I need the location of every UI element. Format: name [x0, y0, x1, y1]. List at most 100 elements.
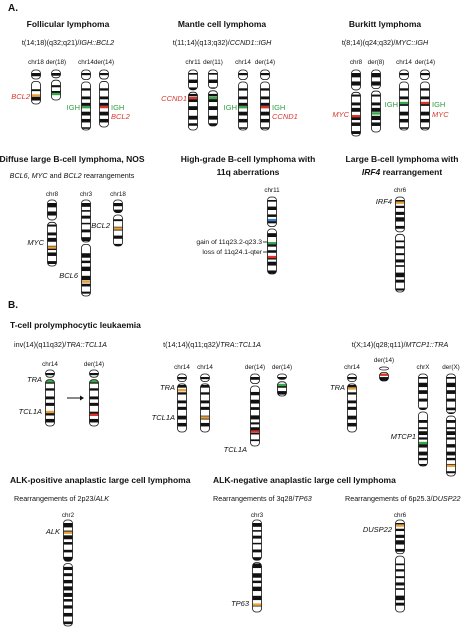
chromosome-outline	[277, 381, 287, 397]
text: ,	[28, 171, 32, 180]
band	[351, 94, 361, 97]
locus	[395, 201, 405, 204]
gene-label: CCND1	[272, 112, 298, 121]
band	[446, 382, 456, 388]
band	[371, 122, 381, 126]
chromosome-outline	[446, 415, 456, 477]
band	[63, 579, 73, 584]
bands	[260, 73, 270, 129]
band	[238, 127, 248, 129]
chromosome-outline	[395, 196, 405, 233]
band	[47, 203, 57, 208]
gene-label: TP63	[231, 599, 250, 608]
locus	[89, 380, 99, 383]
chromosome-outline	[208, 90, 218, 127]
band	[399, 88, 409, 91]
gene: ALK	[95, 494, 111, 503]
band	[45, 388, 55, 391]
band	[379, 377, 389, 381]
locus	[31, 94, 41, 97]
band	[347, 384, 357, 388]
locus	[238, 106, 248, 109]
band	[51, 73, 61, 76]
band	[399, 102, 409, 106]
band	[395, 259, 405, 263]
bands	[99, 73, 109, 123]
band	[267, 250, 277, 253]
band	[252, 557, 262, 562]
band	[188, 106, 198, 111]
chromosome-label: chr14	[197, 364, 213, 371]
band	[260, 118, 270, 123]
translocation: t(11;14)(q13;q32)/	[173, 38, 230, 47]
chromosome-outline	[63, 563, 73, 627]
band	[418, 427, 428, 430]
band	[371, 94, 381, 97]
band	[99, 96, 109, 100]
locus	[267, 242, 277, 245]
bands	[418, 377, 428, 466]
band	[267, 270, 277, 274]
chromosome-outline	[200, 373, 210, 382]
band	[250, 415, 260, 420]
panel-title: Large B-cell lymphoma with	[346, 154, 459, 164]
gene: TP63	[295, 494, 312, 503]
bands	[81, 73, 91, 129]
band	[395, 225, 405, 229]
locus	[418, 441, 428, 445]
band	[418, 437, 428, 440]
panel-title: Follicular lymphoma	[27, 19, 110, 29]
locus	[252, 603, 262, 606]
gene-label: MTCP1	[391, 432, 416, 441]
band	[250, 391, 260, 396]
chromosome-outline	[420, 81, 430, 131]
chromosome-outline	[371, 69, 381, 90]
band	[446, 420, 456, 423]
chromosome-label: chr6	[394, 187, 407, 194]
chromosome-label: chr6	[394, 512, 407, 519]
gene-label: IGH	[272, 103, 285, 112]
band	[45, 418, 55, 423]
band	[371, 102, 381, 106]
band	[63, 605, 73, 609]
band	[260, 127, 270, 129]
band	[208, 123, 218, 126]
chromosome-label: chr14	[235, 59, 251, 66]
gene: IRF4	[362, 167, 381, 177]
band	[63, 530, 73, 533]
locus	[63, 531, 73, 534]
chromosome-outline	[250, 373, 260, 385]
band	[260, 88, 270, 91]
locus	[267, 218, 277, 222]
bands	[238, 73, 248, 129]
band	[81, 283, 91, 287]
bands	[51, 73, 61, 96]
panel-subtitle: inv(14)(q11q32)/TRA::TCL1A	[14, 340, 107, 349]
band	[418, 457, 428, 461]
chromosome-label: der(14)	[272, 364, 292, 371]
band	[395, 569, 405, 572]
band	[99, 118, 109, 123]
band	[395, 582, 405, 586]
band	[252, 573, 262, 578]
band	[177, 392, 187, 395]
bands	[81, 203, 91, 294]
locus	[208, 96, 218, 100]
band	[252, 535, 262, 539]
band	[395, 288, 405, 291]
chromosome-outline	[51, 79, 61, 101]
band	[238, 102, 248, 106]
bands	[250, 377, 260, 442]
panel-title: 11q aberrations	[217, 167, 280, 177]
locus	[379, 373, 389, 376]
bands	[188, 73, 198, 126]
chromosome-label: der(14)	[255, 59, 275, 66]
panel-subtitle: Rearrangements of 6p25.3/DUSP22	[345, 494, 460, 503]
locus	[395, 524, 405, 527]
band	[420, 118, 430, 123]
chromosome-outline	[188, 69, 198, 91]
gene: DUSP22	[433, 494, 461, 503]
band	[177, 384, 187, 388]
chromosome-outline	[45, 379, 55, 427]
band	[81, 111, 91, 116]
